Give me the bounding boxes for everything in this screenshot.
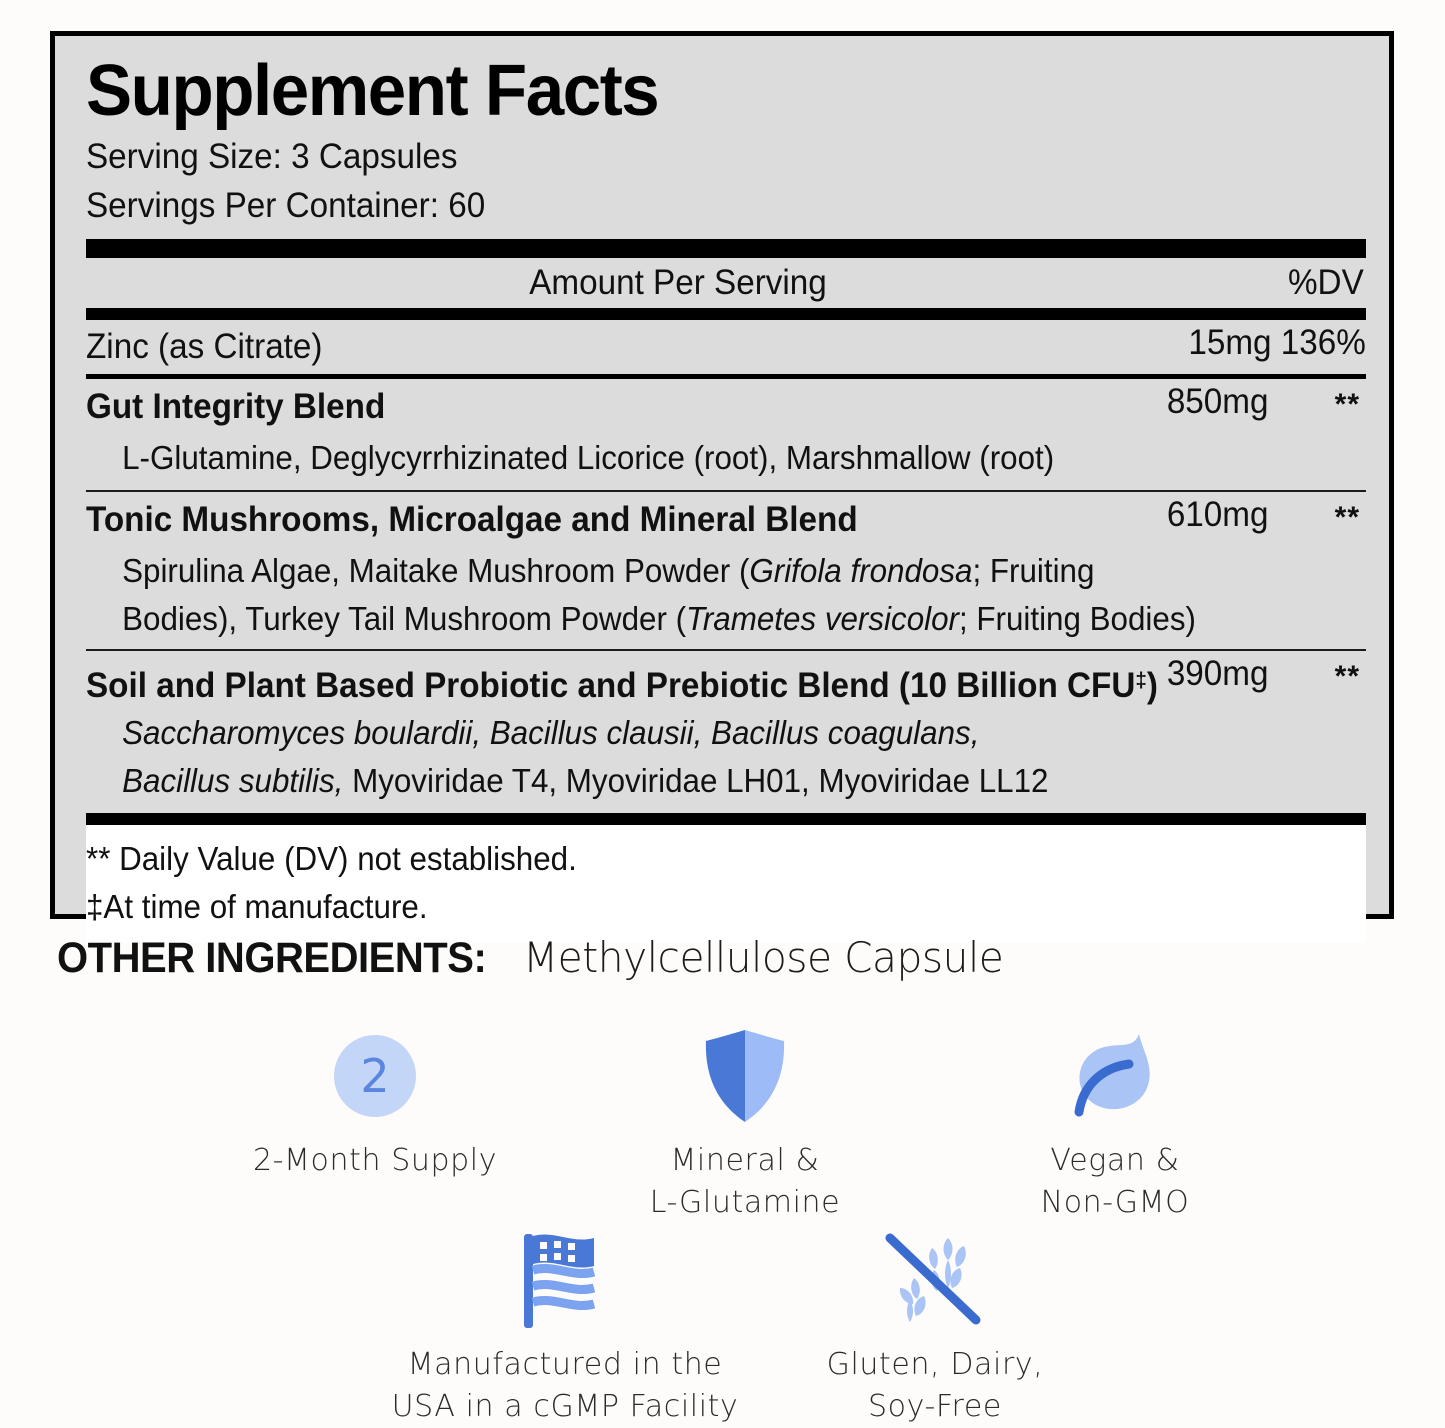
latin-name: Grifola frondosa — [749, 552, 973, 589]
ingredient-text: ; Fruiting — [972, 552, 1095, 589]
blend-amount: 610mg — [1166, 495, 1269, 534]
ingredient-text: Bodies), Turkey Tail Mushroom Powder ( — [122, 600, 687, 637]
other-ingredients: OTHER INGREDIENTS: Methylcellulose Capsu… — [57, 933, 1018, 983]
footnotes: ** Daily Value (DV) not established. ‡At… — [86, 825, 1366, 943]
blend-ingredients-line2: Bacillus subtilis, Myoviridae T4, Myovir… — [86, 757, 1302, 805]
badge-made-in-usa: Manufactured in the USA in a cGMP Facili… — [380, 1232, 750, 1428]
two-in-circle-number: 2 — [360, 1049, 390, 1103]
blend-dv: ** — [1334, 388, 1360, 421]
blend-name: Soil and Plant Based Probiotic and Prebi… — [86, 665, 1158, 705]
blend-ingredients-line2: Bodies), Turkey Tail Mushroom Powder (Tr… — [86, 595, 1302, 643]
badge-label: Gluten, Dairy, Soy-Free — [826, 1347, 1044, 1424]
serving-size: Serving Size: 3 Capsules — [86, 137, 458, 176]
nutrient-amount-dv: 15mg 136% — [1188, 323, 1366, 362]
badge-label: Manufactured in the USA in a cGMP Facili… — [391, 1347, 739, 1424]
wheat-crossed-out-icon — [880, 1232, 990, 1328]
ingredient-text: Spirulina Algae, Maitake Mushroom Powder… — [122, 552, 750, 589]
leaf-icon — [1063, 1028, 1167, 1124]
footnote-dv: ** Daily Value (DV) not established. — [86, 840, 577, 877]
divider-medium — [86, 308, 1366, 320]
table-header-row: Amount Per Serving %DV — [86, 258, 1366, 308]
divider-heavy — [86, 374, 1366, 379]
two-in-circle-icon: 2 — [334, 1028, 416, 1124]
blend-name: Tonic Mushrooms, Microalgae and Mineral … — [86, 500, 858, 539]
percent-dv-header: %DV — [1288, 263, 1365, 302]
amount-per-serving-header: Amount Per Serving — [529, 263, 827, 302]
badge-mineral-glutamine: Mineral & L-Glutamine — [560, 1028, 930, 1224]
divider-thick-top — [86, 239, 1366, 258]
divider-medium-bottom — [86, 813, 1366, 825]
panel-title: Supplement Facts — [86, 51, 660, 131]
divider-light — [86, 490, 1366, 492]
usa-flag-icon — [510, 1232, 620, 1328]
blend-ingredients-line1: Spirulina Algae, Maitake Mushroom Powder… — [86, 547, 1302, 595]
badge-row-bottom: Manufactured in the USA in a cGMP Facili… — [300, 1232, 1200, 1428]
latin-name: Bacillus subtilis, — [122, 762, 344, 799]
blend-name: Gut Integrity Blend — [86, 387, 386, 426]
blend-ingredients-line1: Saccharomyces boulardii, Bacillus clausi… — [122, 714, 980, 751]
servings-per-container: Servings Per Container: 60 — [86, 186, 486, 225]
supplement-facts-panel: Supplement Facts Serving Size: 3 Capsule… — [50, 31, 1394, 943]
table-row: Soil and Plant Based Probiotic and Prebi… — [86, 651, 1366, 709]
badge-label: Vegan & Non-GMO — [1040, 1143, 1190, 1220]
table-row: Tonic Mushrooms, Microalgae and Mineral … — [86, 492, 1366, 547]
badge-label: 2-Month Supply — [252, 1143, 498, 1178]
blend-dv: ** — [1334, 501, 1360, 534]
badge-two-month-supply: 2 2-Month Supply — [190, 1028, 560, 1182]
badge-gluten-dairy-soy-free: Gluten, Dairy, Soy-Free — [750, 1232, 1120, 1428]
blend-amount: 390mg — [1166, 654, 1269, 693]
blend-ingredients: L-Glutamine, Deglycyrrhizinated Licorice… — [122, 439, 1055, 476]
ingredient-text: Myoviridae T4, Myoviridae LH01, Myovirid… — [343, 762, 1049, 799]
dagger-marker: ‡ — [1135, 667, 1147, 692]
table-row: Gut Integrity Blend 850mg ** — [86, 379, 1366, 434]
blend-dv: ** — [1334, 660, 1360, 693]
latin-name: Trametes versicolor — [686, 600, 959, 637]
badge-label: Mineral & L-Glutamine — [649, 1143, 841, 1220]
footnote-manufacture: ‡At time of manufacture. — [86, 888, 428, 925]
table-row: Zinc (as Citrate) 15mg 136% — [86, 320, 1366, 374]
other-ingredients-label: OTHER INGREDIENTS: — [57, 934, 487, 982]
nutrient-name: Zinc (as Citrate) — [86, 327, 323, 366]
ingredient-text: ; Fruiting Bodies) — [958, 600, 1196, 637]
other-ingredients-value: Methylcellulose Capsule — [523, 933, 1004, 982]
badge-row-top: 2 2-Month Supply Mineral & L-Glutamine V… — [180, 1028, 1310, 1224]
blend-amount: 850mg — [1166, 382, 1269, 421]
shield-icon — [702, 1028, 788, 1124]
badge-vegan-non-gmo: Vegan & Non-GMO — [930, 1028, 1300, 1224]
divider-light — [86, 649, 1366, 651]
